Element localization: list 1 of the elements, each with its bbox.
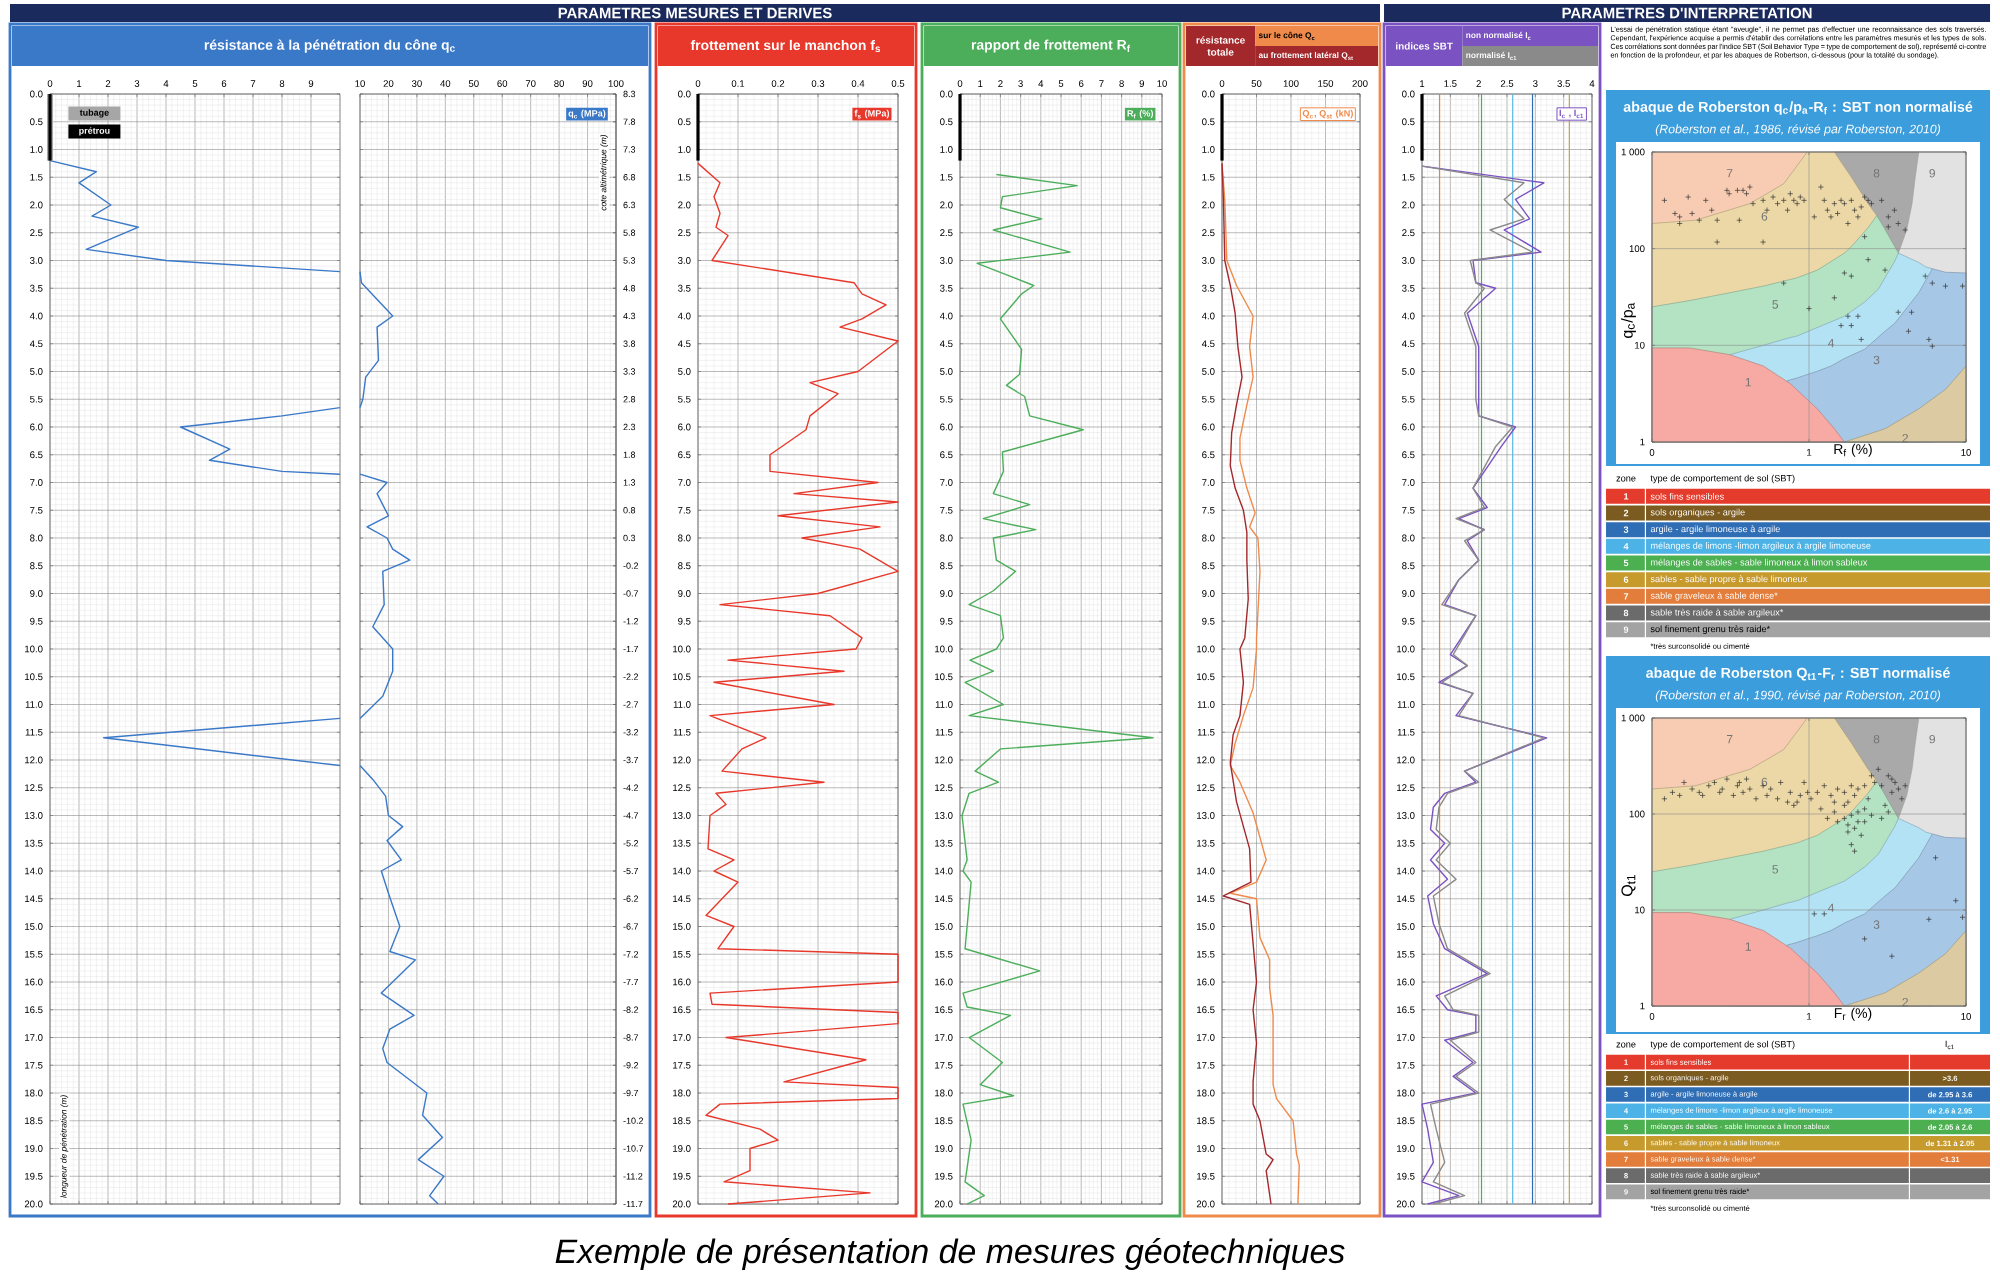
text: Exemple de présentation de mesures géotechniques: [555, 1238, 1345, 1270]
